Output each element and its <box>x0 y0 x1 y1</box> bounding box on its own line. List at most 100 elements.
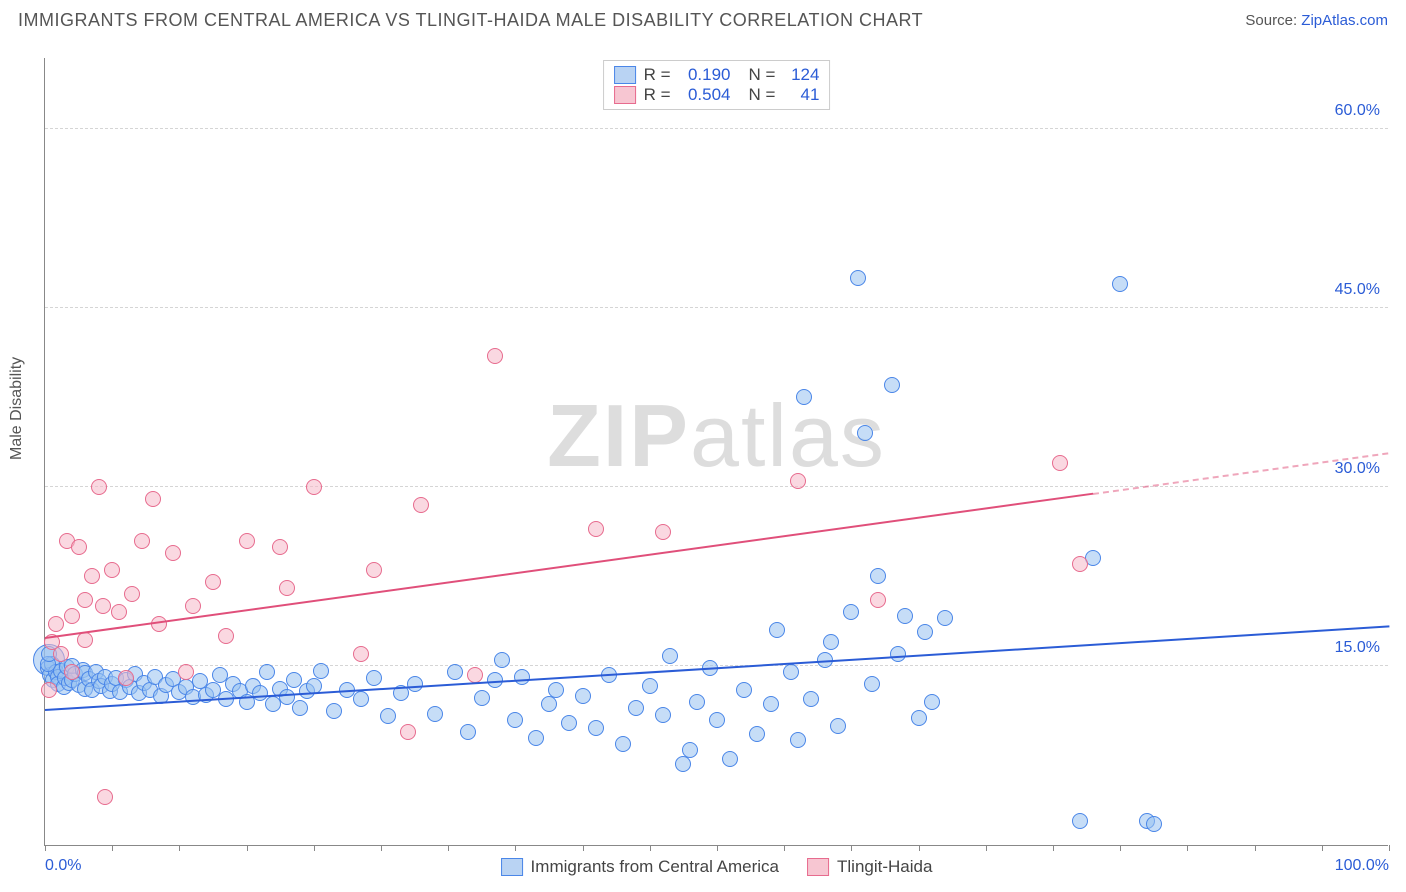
r-label: R = <box>644 65 671 85</box>
scatter-point <box>749 726 765 742</box>
grid-line <box>45 307 1388 308</box>
scatter-point <box>366 670 382 686</box>
x-tick <box>247 845 248 851</box>
scatter-point <box>884 377 900 393</box>
x-tick <box>784 845 785 851</box>
legend-swatch <box>807 858 829 876</box>
scatter-point <box>628 700 644 716</box>
grid-line <box>45 128 1388 129</box>
trend-line <box>45 625 1389 711</box>
plot-area: ZIPatlas R =0.190N =124R =0.504N =41 Imm… <box>44 58 1388 846</box>
x-tick <box>1322 845 1323 851</box>
x-tick <box>717 845 718 851</box>
scatter-point <box>400 724 416 740</box>
scatter-point <box>722 751 738 767</box>
scatter-point <box>1146 816 1162 832</box>
n-value: 124 <box>783 65 819 85</box>
scatter-point <box>655 524 671 540</box>
scatter-point <box>460 724 476 740</box>
source-link[interactable]: ZipAtlas.com <box>1301 12 1388 29</box>
scatter-point <box>843 604 859 620</box>
scatter-point <box>41 682 57 698</box>
scatter-point <box>447 664 463 680</box>
scatter-point <box>917 624 933 640</box>
legend-label: Tlingit-Haida <box>837 857 932 877</box>
legend-swatch <box>614 66 636 84</box>
scatter-point <box>64 664 80 680</box>
scatter-point <box>763 696 779 712</box>
legend-item: Immigrants from Central America <box>501 857 779 877</box>
x-tick <box>314 845 315 851</box>
scatter-point <box>77 592 93 608</box>
x-tick <box>986 845 987 851</box>
scatter-point <box>487 348 503 364</box>
y-tick-label: 30.0% <box>1335 460 1380 478</box>
scatter-point <box>313 663 329 679</box>
legend-stats: R = 0.190 N = 124R = 0.504 N = 41 <box>603 60 831 110</box>
scatter-point <box>736 682 752 698</box>
scatter-point <box>252 685 268 701</box>
x-tick <box>1053 845 1054 851</box>
source-attribution: Source: ZipAtlas.com <box>1245 12 1388 29</box>
scatter-point <box>239 533 255 549</box>
legend-stat-row: R =0.190N =124 <box>614 65 820 85</box>
n-value: 41 <box>783 85 819 105</box>
x-tick <box>1255 845 1256 851</box>
scatter-point <box>218 628 234 644</box>
chart-title: IMMIGRANTS FROM CENTRAL AMERICA VS TLING… <box>18 10 923 31</box>
scatter-point <box>675 756 691 772</box>
scatter-point <box>588 720 604 736</box>
scatter-point <box>1112 276 1128 292</box>
x-tick <box>448 845 449 851</box>
scatter-point <box>366 562 382 578</box>
scatter-point <box>53 646 69 662</box>
scatter-point <box>118 670 134 686</box>
scatter-point <box>97 789 113 805</box>
r-label: R = <box>644 85 671 105</box>
x-tick <box>381 845 382 851</box>
y-tick-label: 45.0% <box>1335 281 1380 299</box>
scatter-point <box>514 669 530 685</box>
scatter-point <box>292 700 308 716</box>
x-tick-label: 0.0% <box>45 857 81 875</box>
scatter-point <box>615 736 631 752</box>
scatter-point <box>790 473 806 489</box>
scatter-point <box>1072 556 1088 572</box>
x-tick <box>179 845 180 851</box>
scatter-point <box>494 652 510 668</box>
scatter-point <box>1072 813 1088 829</box>
y-tick-label: 60.0% <box>1335 102 1380 120</box>
scatter-point <box>662 648 678 664</box>
legend-label: Immigrants from Central America <box>531 857 779 877</box>
legend-item: Tlingit-Haida <box>807 857 932 877</box>
legend-swatch <box>501 858 523 876</box>
scatter-point <box>1052 455 1068 471</box>
scatter-point <box>474 690 490 706</box>
scatter-point <box>870 568 886 584</box>
scatter-point <box>279 580 295 596</box>
y-axis-label: Male Disability <box>8 357 26 460</box>
trend-line <box>45 493 1094 639</box>
y-tick-label: 15.0% <box>1335 639 1380 657</box>
scatter-point <box>48 616 64 632</box>
scatter-point <box>259 664 275 680</box>
scatter-point <box>124 586 140 602</box>
scatter-point <box>769 622 785 638</box>
scatter-point <box>104 562 120 578</box>
x-tick <box>851 845 852 851</box>
scatter-point <box>111 604 127 620</box>
r-value: 0.504 <box>679 85 731 105</box>
scatter-point <box>796 389 812 405</box>
r-value: 0.190 <box>679 65 731 85</box>
watermark-left: ZIP <box>547 386 690 485</box>
scatter-point <box>783 664 799 680</box>
x-tick <box>1187 845 1188 851</box>
scatter-point <box>95 598 111 614</box>
scatter-point <box>937 610 953 626</box>
legend-stat-row: R = 0.504 N = 41 <box>614 85 820 105</box>
scatter-point <box>864 676 880 692</box>
n-label: N = <box>749 85 776 105</box>
scatter-point <box>911 710 927 726</box>
scatter-point <box>790 732 806 748</box>
scatter-point <box>205 574 221 590</box>
